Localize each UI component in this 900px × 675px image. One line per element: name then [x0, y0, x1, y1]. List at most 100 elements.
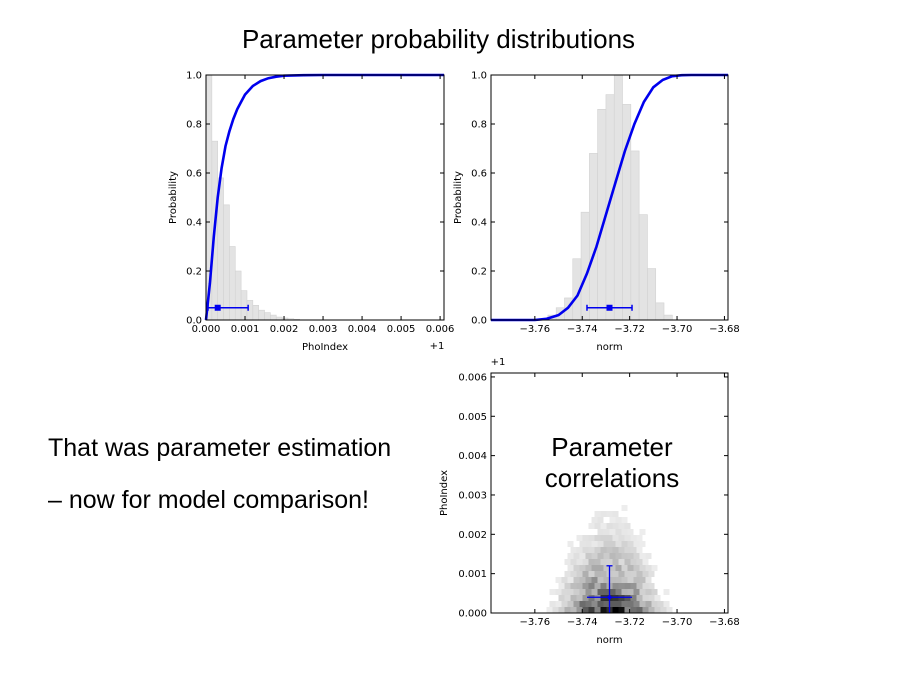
density-cell: [621, 589, 628, 595]
density-cell: [597, 565, 604, 571]
density-cell: [603, 589, 610, 595]
x-tick-label: −3.74: [567, 324, 598, 335]
density-cell: [549, 589, 556, 595]
density-cell: [663, 601, 670, 607]
density-cell: [588, 607, 595, 613]
density-cell: [603, 565, 610, 571]
density-cell: [642, 571, 649, 577]
density-cell: [615, 529, 622, 535]
density-cell: [567, 577, 574, 583]
histogram-bar: [223, 204, 230, 321]
density-cell: [609, 565, 616, 571]
density-cell: [597, 541, 604, 547]
density-cell: [666, 607, 673, 613]
x-tick-label: −3.76: [520, 617, 551, 628]
density-cell: [594, 535, 601, 541]
density-cell: [624, 535, 631, 541]
y-tick-label: 0.6: [471, 169, 487, 180]
density-cell: [600, 535, 607, 541]
density-cell: [618, 583, 625, 589]
density-cell: [600, 559, 607, 565]
density-cell: [585, 541, 592, 547]
density-cell: [633, 553, 640, 559]
density-cell: [633, 577, 640, 583]
y-axis-label: PhoIndex: [439, 470, 450, 516]
density-cell: [600, 595, 607, 601]
y-tick-label: 0.000: [458, 609, 487, 620]
density-cell: [648, 571, 655, 577]
histogram-bar: [589, 153, 598, 321]
density-cell: [615, 589, 622, 595]
density-cell: [564, 607, 571, 613]
density-cell: [588, 535, 595, 541]
density-cell: [594, 523, 601, 529]
density-cell: [633, 565, 640, 571]
density-cell: [612, 547, 619, 553]
density-cell: [630, 535, 637, 541]
x-tick-label: 0.005: [387, 324, 416, 335]
histogram-bar: [647, 268, 657, 321]
density-cell: [618, 571, 625, 577]
density-cell: [612, 511, 619, 517]
density-cell: [585, 577, 592, 583]
density-cell: [612, 583, 619, 589]
density-cell: [636, 595, 643, 601]
density-cell: [621, 517, 628, 523]
density-cell: [630, 559, 637, 565]
density-cell: [567, 553, 574, 559]
density-cell: [630, 583, 637, 589]
density-cell: [582, 571, 589, 577]
x-tick-label: −3.74: [567, 617, 598, 628]
density-cell: [645, 565, 652, 571]
density-cell: [576, 595, 583, 601]
y-tick-label: 0.2: [471, 267, 487, 278]
histogram-bar: [630, 150, 640, 321]
histogram-bar: [663, 314, 673, 321]
density-cell: [651, 601, 658, 607]
density-cell: [576, 607, 583, 613]
density-cell: [630, 571, 637, 577]
density-cell: [621, 577, 628, 583]
density-cell: [624, 571, 631, 577]
density-cell: [591, 553, 598, 559]
density-cell: [564, 595, 571, 601]
y-axis-label: Probability: [168, 171, 179, 224]
density-cell: [642, 559, 649, 565]
density-cell: [630, 595, 637, 601]
x-tick-label: 0.004: [348, 324, 377, 335]
density-cell: [591, 577, 598, 583]
density-cell: [621, 505, 628, 511]
density-cell: [579, 565, 586, 571]
density-cell: [597, 601, 604, 607]
density-cell: [591, 589, 598, 595]
density-cell: [612, 607, 619, 613]
density-cell: [570, 595, 577, 601]
density-cell: [600, 523, 607, 529]
density-cell: [624, 583, 631, 589]
density-cell: [615, 553, 622, 559]
density-cell: [603, 541, 610, 547]
density-cell: [621, 553, 628, 559]
cdf-line: [491, 73, 728, 322]
density-cell: [594, 511, 601, 517]
density-cell: [579, 577, 586, 583]
density-cell: [636, 535, 643, 541]
estimate-marker: [606, 304, 613, 311]
density-cell: [639, 589, 646, 595]
density-cell: [603, 529, 610, 535]
density-cell: [639, 541, 646, 547]
y-tick-label: 0.005: [458, 412, 487, 423]
density-cell: [579, 541, 586, 547]
density-cell: [639, 553, 646, 559]
density-cell: [606, 511, 613, 517]
y-tick-label: 0.6: [186, 169, 202, 180]
density-cell: [579, 589, 586, 595]
density-cell: [627, 577, 634, 583]
density-cell: [621, 601, 628, 607]
density-cell: [636, 559, 643, 565]
density-cell: [597, 529, 604, 535]
density-cell: [612, 595, 619, 601]
density-cell: [618, 547, 625, 553]
density-cell: [582, 607, 589, 613]
density-cell: [630, 607, 637, 613]
